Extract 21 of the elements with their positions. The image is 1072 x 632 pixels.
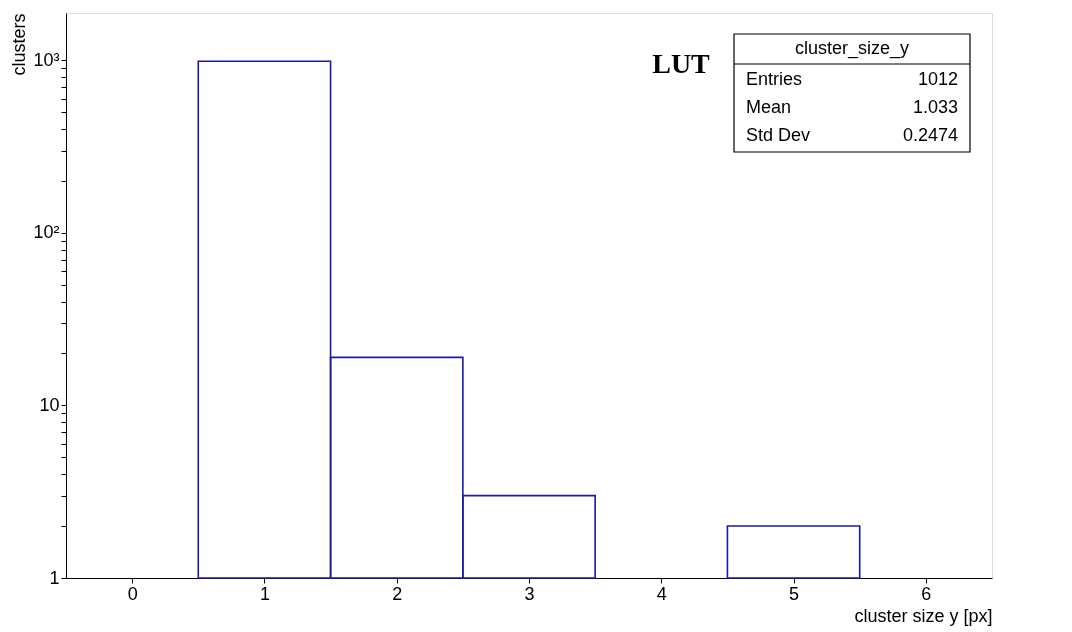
x-tick-label: 2 bbox=[392, 583, 403, 604]
x-tick-label: 3 bbox=[524, 583, 535, 604]
y-tick-label: 1 bbox=[49, 567, 60, 588]
annotation: 1.033 bbox=[912, 97, 958, 117]
x-axis-title: cluster size y [px] bbox=[854, 605, 993, 626]
annotation: 1012 bbox=[917, 69, 958, 89]
x-tick-label: 6 bbox=[921, 583, 932, 604]
y-tick-label: 10³ bbox=[33, 49, 60, 70]
x-tick-label: 5 bbox=[789, 583, 800, 604]
annotation: 0.2474 bbox=[902, 125, 958, 145]
x-tick-label: 1 bbox=[259, 583, 270, 604]
y-tick-label: 10 bbox=[39, 394, 60, 415]
y-axis-title: clusters bbox=[9, 13, 30, 76]
annotation: cluster_size_y bbox=[794, 38, 910, 59]
annotation: LUT bbox=[652, 48, 711, 79]
annotation: Entries bbox=[746, 69, 803, 89]
annotation: Mean bbox=[746, 97, 792, 117]
x-tick-label: 0 bbox=[127, 583, 138, 604]
annotation: Std Dev bbox=[746, 125, 811, 145]
y-tick-label: 10² bbox=[33, 222, 60, 243]
x-tick-label: 4 bbox=[656, 583, 667, 604]
